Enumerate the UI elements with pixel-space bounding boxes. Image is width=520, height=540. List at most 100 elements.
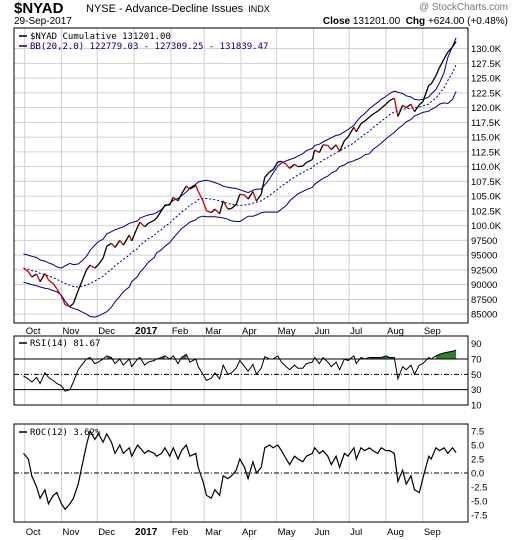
- nyad-price-segment: [281, 160, 287, 165]
- nyad-price-segment: [85, 264, 91, 271]
- rsi-line: [23, 349, 457, 392]
- rsi-tick-label: 50: [471, 370, 482, 381]
- roc-tick-label: 7.5: [471, 427, 484, 438]
- nyad-price-segment: [131, 226, 139, 242]
- roc-panel-frame: [13, 423, 469, 523]
- bb-lower-line: [23, 91, 457, 318]
- price-month-label: Jun: [314, 326, 329, 337]
- rsi-tick-label: 90: [471, 339, 482, 350]
- chg-label: Chg: [405, 16, 426, 27]
- nyad-price-segment: [56, 288, 63, 297]
- nyad-price-segment: [222, 200, 229, 210]
- nyad-price-segment: [153, 217, 158, 221]
- nyad-price-segment: [110, 242, 116, 248]
- price-tick-label: 112.5K: [471, 147, 501, 158]
- nyad-price-segment: [52, 283, 58, 290]
- roc-tick-label: -2.5: [471, 483, 487, 494]
- nyad-price-segment: [353, 126, 357, 133]
- price-month-label: May: [278, 326, 296, 337]
- nyad-price-segment: [385, 100, 391, 105]
- nyad-price-segment: [402, 104, 407, 109]
- nyad-price-segment: [69, 303, 74, 307]
- nyad-price-segment: [81, 269, 88, 282]
- nyad-price-segment: [327, 144, 332, 150]
- price-tick-label: 125.0K: [471, 74, 502, 85]
- nyad-price-segment: [343, 136, 349, 142]
- nyad-price-segment: [380, 103, 387, 109]
- nyad-price-segment: [31, 273, 37, 278]
- price-tick-label: 85000: [471, 310, 497, 321]
- nyad-price-segment: [160, 204, 166, 212]
- rsi-overbought-fill: [90, 350, 457, 359]
- nyad-price-segment: [422, 85, 430, 102]
- price-tick-label: 92500: [471, 265, 497, 276]
- nyad-price-segment: [377, 107, 382, 112]
- roc-tick-label: 2.5: [471, 455, 484, 466]
- nyad-price-segment: [418, 101, 424, 106]
- roc-month-label: May: [278, 527, 296, 538]
- nyad-price-segment: [372, 110, 379, 115]
- nyad-price-segment: [102, 246, 108, 259]
- nyad-price-segment: [137, 221, 141, 228]
- nyad-price-segment: [264, 171, 271, 178]
- roc-tick-label: 5.0: [471, 441, 484, 452]
- price-month-label: Apr: [242, 326, 257, 337]
- nyad-price-segment: [443, 51, 449, 59]
- nyad-price-segment: [181, 185, 187, 195]
- nyad-price-segment: [314, 149, 320, 154]
- price-tick-label: 97500: [471, 236, 497, 247]
- nyad-price-segment: [260, 177, 266, 195]
- nyad-price-segment: [139, 221, 146, 228]
- nyad-price-segment: [360, 120, 365, 125]
- nyad-price-segment: [227, 207, 232, 210]
- nyad-price-segment: [214, 208, 221, 215]
- roc-month-label: 2017: [135, 527, 158, 538]
- nyad-price-segment: [177, 193, 183, 202]
- roc-tick-label: 0.0: [471, 469, 484, 480]
- price-tick-label: 95000: [471, 251, 497, 262]
- rsi-tick-label: 30: [471, 385, 482, 396]
- roc-month-label: Apr: [242, 527, 257, 538]
- nyad-price-segment: [389, 97, 395, 102]
- price-tick-label: 127.5K: [471, 59, 502, 70]
- symbol-name: NYSE - Advance-Decline Issues: [86, 3, 244, 15]
- roc-month-label: Oct: [26, 527, 41, 538]
- price-month-label: Feb: [172, 326, 188, 337]
- nyad-price-segment: [148, 219, 155, 224]
- price-tick-label: 102.5K: [471, 206, 502, 217]
- nyad-price-segment: [27, 271, 33, 278]
- nyad-price-segment: [122, 234, 130, 246]
- nyad-price-segment: [60, 296, 66, 305]
- bb-legend-label: BB(20,2.0) 122779.03 - 127309.25 - 13183…: [30, 42, 268, 52]
- nyad-price-segment: [269, 169, 274, 173]
- nyad-price-segment: [393, 98, 399, 117]
- nyad-price-segment: [210, 208, 216, 214]
- nyad-price-segment: [413, 104, 420, 113]
- exchange-tag: INDX: [248, 4, 270, 14]
- nyad-price-segment: [197, 191, 204, 202]
- price-tick-label: 120.0K: [471, 103, 502, 114]
- rsi-legend-label: RSI(14) 81.67: [30, 339, 100, 349]
- nyad-price-segment: [347, 126, 355, 138]
- nyad-price-segment: [172, 196, 179, 202]
- nyad-price-segment: [255, 193, 262, 202]
- price-tick-label: 122.5K: [471, 88, 502, 99]
- nyad-price-segment: [244, 194, 249, 200]
- price-tick-label: 115.0K: [471, 133, 501, 144]
- price-month-label: Aug: [387, 326, 404, 337]
- nyad-price-segment: [252, 191, 258, 202]
- nyad-price-segment: [428, 83, 432, 86]
- rsi-tick-label: 70: [471, 355, 482, 366]
- roc-tick-label: -5.0: [471, 497, 487, 508]
- nyad-price-segment: [218, 200, 224, 215]
- nyad-price-segment: [247, 191, 254, 200]
- nyad-price-segment: [405, 103, 412, 109]
- nyad-price-segment: [302, 162, 307, 167]
- bb-upper-line: [23, 37, 457, 269]
- rsi-tick-label: 10: [471, 401, 482, 412]
- nyad-price-segment: [119, 240, 124, 246]
- stockcharts-watermark: @ StockCharts.com: [418, 2, 508, 13]
- price-month-label: Jul: [350, 326, 362, 337]
- nyad-price-segment: [335, 144, 341, 152]
